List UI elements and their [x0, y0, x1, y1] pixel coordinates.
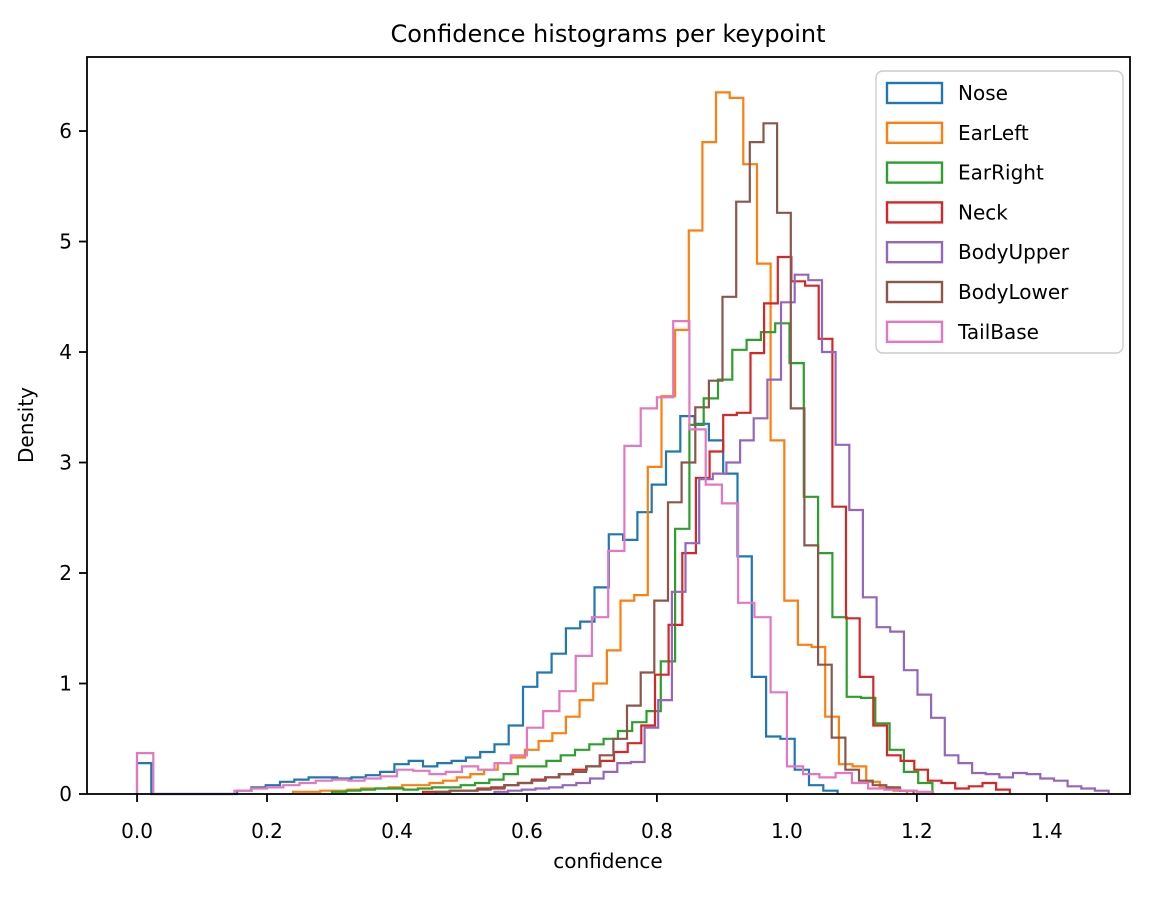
y-tick-label: 2	[59, 561, 72, 585]
series-TailBase-step-path	[135, 320, 935, 796]
legend-swatch-BodyLower	[885, 280, 944, 304]
y-axis-label: Density	[14, 387, 38, 463]
legend-label-EarLeft: EarLeft	[958, 121, 1029, 145]
histogram-series-group	[135, 91, 1110, 796]
x-tick-label: 0.2	[251, 819, 283, 843]
legend-swatch-EarLeft	[885, 121, 944, 145]
legend-label-Nose: Nose	[958, 81, 1008, 105]
x-axis-label: confidence	[553, 849, 662, 873]
x-tick-label: 1.2	[901, 819, 933, 843]
legend-swatch-Neck	[885, 201, 944, 224]
y-tick-label: 4	[59, 340, 72, 364]
axes-frame	[86, 56, 1131, 795]
series-BodyUpper-step-path	[493, 273, 1110, 794]
legend-item-EarLeft: EarLeft	[885, 121, 1029, 145]
series-EarRight-step-path	[330, 322, 934, 794]
legend-label-TailBase: TailBase	[957, 320, 1039, 344]
legend-label-BodyLower: BodyLower	[958, 280, 1069, 304]
y-tick-label: 6	[59, 119, 72, 143]
axes-group: 0.0 0.2 0.4 0.6 0.8 1.0 1.2 1.4 0 1 2 3 4 5 6	[59, 56, 1131, 843]
legend: Nose EarLeft EarRight Neck BodyUpper BodyLowe…	[875, 70, 1124, 354]
legend-item-Nose: Nose	[885, 81, 1008, 105]
y-tick-label: 3	[59, 451, 72, 475]
chart-title: Confidence histograms per keypoint	[390, 20, 825, 48]
x-tick-label: 0.0	[121, 819, 153, 843]
legend-label-EarRight: EarRight	[958, 161, 1044, 185]
legend-swatch-Nose	[885, 81, 944, 105]
series-EarLeft-step-path	[291, 91, 909, 794]
x-tick-label: 1.0	[771, 819, 803, 843]
y-tick-label: 0	[59, 782, 72, 806]
legend-item-BodyLower: BodyLower	[885, 280, 1069, 304]
x-tick-label: 1.4	[1031, 819, 1063, 843]
x-tick-label: 0.6	[511, 819, 543, 843]
legend-swatch-BodyUpper	[885, 240, 944, 264]
legend-item-TailBase: TailBase	[885, 320, 1039, 344]
series-BodyLower-step-path	[434, 122, 915, 794]
x-tick-label: 0.8	[641, 819, 673, 843]
legend-swatch-TailBase	[885, 320, 944, 343]
y-tick-label: 5	[59, 230, 72, 254]
y-tick-label: 1	[59, 672, 72, 696]
legend-item-EarRight: EarRight	[885, 161, 1044, 185]
series-Nose-step-path	[135, 415, 839, 796]
legend-swatch-EarRight	[885, 161, 944, 184]
x-tick-label: 0.4	[381, 819, 413, 843]
legend-item-BodyUpper: BodyUpper	[885, 240, 1070, 264]
legend-label-Neck: Neck	[958, 200, 1008, 224]
legend-item-Neck: Neck	[885, 200, 1008, 224]
legend-label-BodyUpper: BodyUpper	[958, 240, 1070, 264]
